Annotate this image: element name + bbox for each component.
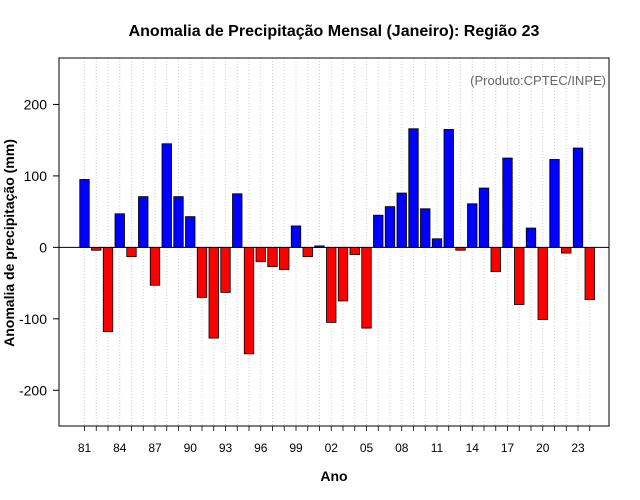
y-tick-label: 100: [24, 168, 48, 184]
bar-1993: [220, 246, 231, 293]
x-axis-label: Ano: [320, 468, 347, 484]
x-tick-label: 20: [536, 441, 550, 455]
x-tick-label: 14: [466, 441, 480, 455]
bar-2015: [478, 187, 490, 248]
bar-2002: [326, 246, 337, 323]
bar-1999: [290, 225, 302, 248]
bar-1989: [173, 196, 184, 248]
y-tick-label: -100: [19, 311, 47, 327]
bar-2007: [384, 206, 396, 248]
y-axis: -200 -100 0 100 200: [19, 96, 59, 398]
y-tick-label: 0: [39, 239, 47, 255]
x-tick-label: 11: [431, 441, 444, 455]
bar-2017: [502, 157, 513, 248]
bar-2022: [561, 246, 572, 254]
x-tick-label: 02: [325, 441, 339, 455]
bar-1986: [138, 196, 149, 248]
bar-1985: [126, 246, 137, 258]
bar-2000: [302, 246, 313, 258]
bar-2005: [361, 246, 372, 329]
bar-1996: [255, 246, 266, 263]
bars: [79, 128, 595, 355]
bar-1987: [149, 246, 161, 286]
bar-2023: [572, 147, 584, 248]
x-tick-label: 05: [360, 441, 374, 455]
bar-1981: [79, 179, 90, 248]
bar-1988: [161, 143, 172, 248]
bar-1995: [243, 246, 255, 355]
x-tick-label: 87: [148, 441, 162, 455]
bar-1990: [185, 216, 196, 248]
grid: [84, 58, 591, 426]
x-tick-label: 81: [78, 441, 92, 455]
x-tick-label: 93: [219, 441, 233, 455]
x-tick-label: 23: [571, 441, 585, 455]
x-tick-label: 17: [501, 441, 515, 455]
plot-area: [58, 57, 610, 427]
bar-1983: [102, 246, 114, 333]
bar-2006: [373, 214, 384, 248]
bar-2014: [467, 203, 478, 248]
bar-2024: [584, 246, 595, 300]
bar-1992: [208, 246, 219, 339]
bar-2018: [514, 246, 525, 305]
chart-title: Anomalia de Precipitação Mensal (Janeiro…: [129, 23, 540, 40]
bar-1984: [114, 213, 125, 248]
bar-1991: [196, 246, 208, 298]
bar-2012: [443, 129, 454, 248]
bar-2009: [408, 128, 419, 248]
x-axis: 81 84 87 90 93 96 99 02 05 08 11 14 17 20 23: [78, 426, 591, 455]
y-tick-label: -200: [19, 382, 47, 398]
bar-2003: [337, 246, 349, 302]
bar-1997: [267, 246, 278, 268]
bar-2019: [525, 227, 537, 248]
x-tick-label: 08: [395, 441, 409, 455]
bar-1998: [279, 246, 290, 270]
bar-2020: [537, 246, 548, 320]
bar-2011: [431, 238, 443, 248]
x-tick-label: 96: [254, 441, 268, 455]
bar-2021: [549, 159, 560, 248]
bar-2010: [420, 208, 431, 248]
bar-2004: [349, 246, 360, 255]
credit-note: (Produto:CPTEC/INPE): [470, 73, 606, 88]
x-tick-label: 90: [184, 441, 198, 455]
x-tick-label: 84: [113, 441, 127, 455]
bar-2008: [396, 192, 407, 248]
y-tick-label: 200: [24, 96, 48, 112]
bar-2016: [490, 246, 501, 273]
x-tick-label: 99: [289, 441, 303, 455]
bar-1994: [232, 193, 243, 248]
y-axis-label: Anomalia de precipitação (mm): [1, 139, 17, 347]
